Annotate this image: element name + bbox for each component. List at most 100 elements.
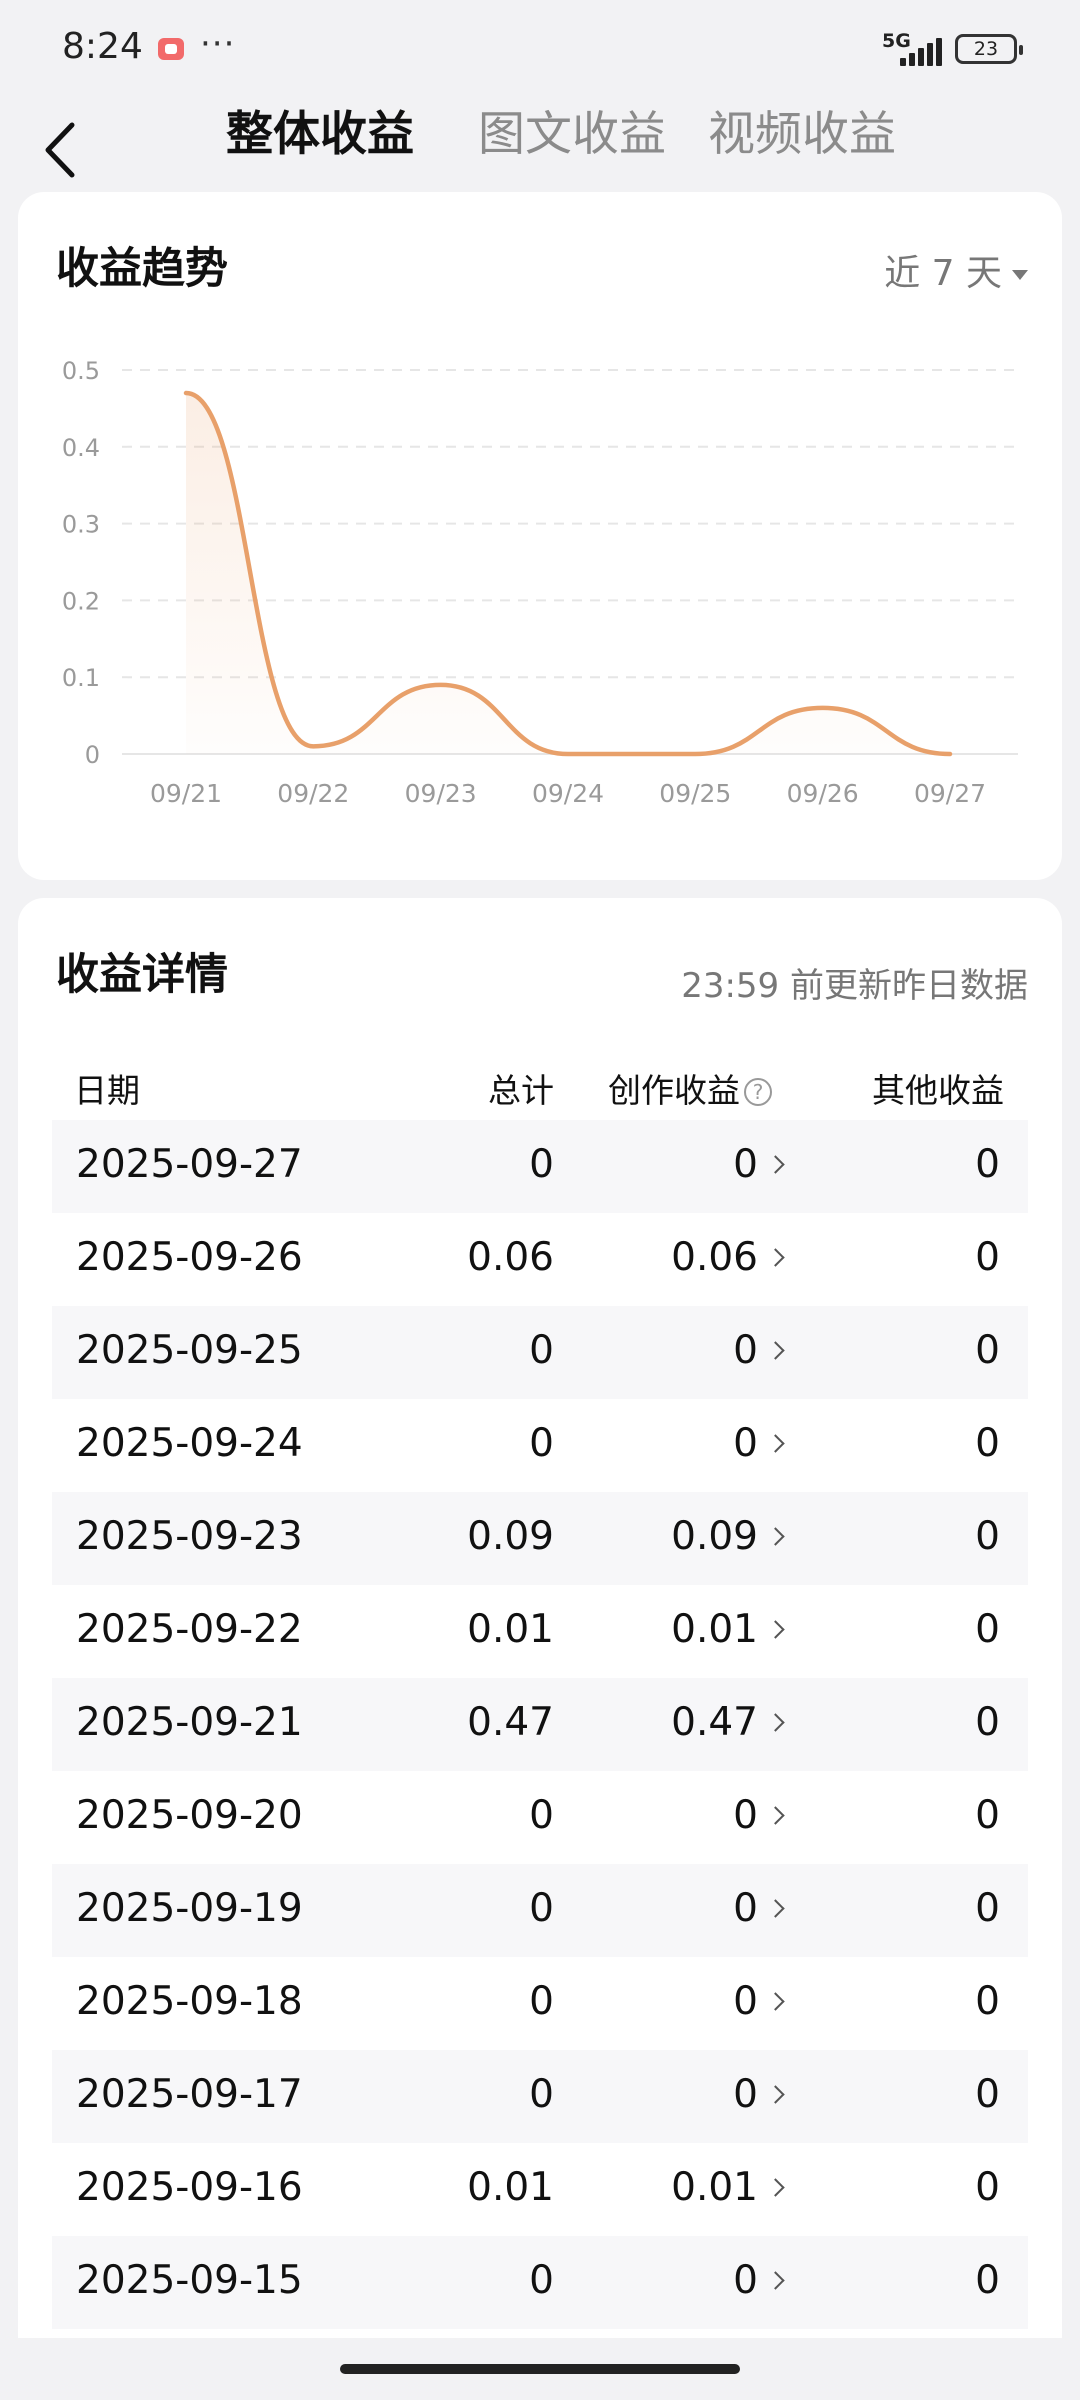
chevron-right-icon[interactable] bbox=[766, 1806, 785, 1825]
date-cell: 2025-09-22 bbox=[76, 1607, 303, 1652]
date-cell: 2025-09-26 bbox=[76, 1235, 303, 1280]
table-row[interactable]: 2025-09-22 0.01 0.01 0 bbox=[52, 1585, 1028, 1678]
total-cell: 0.01 bbox=[467, 1607, 554, 1652]
table-row[interactable]: 2025-09-15 0 0 0 bbox=[52, 2236, 1028, 2329]
chevron-right-icon[interactable] bbox=[766, 2085, 785, 2104]
column-creation-label: 创作收益 bbox=[608, 1071, 740, 1110]
date-cell: 2025-09-24 bbox=[76, 1421, 303, 1466]
creation-cell: 0 bbox=[733, 1142, 758, 1187]
table-row[interactable]: 2025-09-25 0 0 0 bbox=[52, 1306, 1028, 1399]
other-cell: 0 bbox=[975, 1142, 1000, 1187]
y-tick-label: 0.3 bbox=[62, 511, 100, 539]
table-row[interactable]: 2025-09-21 0.47 0.47 0 bbox=[52, 1678, 1028, 1771]
tab-overall-earnings[interactable]: 整体收益 bbox=[226, 107, 414, 162]
creation-cell: 0.06 bbox=[671, 1235, 758, 1280]
total-cell: 0.06 bbox=[467, 1235, 554, 1280]
period-selector[interactable]: 近 7 天 bbox=[884, 244, 1028, 296]
table-row[interactable]: 2025-09-16 0.01 0.01 0 bbox=[52, 2143, 1028, 2236]
column-creation: 创作收益? bbox=[608, 1064, 772, 1112]
x-tick-label: 09/27 bbox=[914, 779, 986, 808]
other-cell: 0 bbox=[975, 1607, 1000, 1652]
y-tick-label: 0 bbox=[85, 741, 100, 769]
total-cell: 0.01 bbox=[467, 2165, 554, 2210]
total-cell: 0.47 bbox=[467, 1700, 554, 1745]
table-row[interactable]: 2025-09-27 0 0 0 bbox=[52, 1120, 1028, 1213]
x-tick-label: 09/24 bbox=[532, 779, 604, 808]
total-cell: 0 bbox=[529, 1328, 554, 1373]
period-label: 近 7 天 bbox=[884, 253, 1002, 294]
chevron-right-icon[interactable] bbox=[766, 1155, 785, 1174]
notification-icon bbox=[158, 38, 184, 60]
date-cell: 2025-09-20 bbox=[76, 1793, 303, 1838]
x-tick-label: 09/25 bbox=[659, 779, 731, 808]
date-cell: 2025-09-17 bbox=[76, 2072, 303, 2117]
signal-icon bbox=[900, 36, 944, 66]
caret-down-icon bbox=[1012, 270, 1028, 280]
home-indicator[interactable] bbox=[340, 2364, 740, 2374]
earnings-trend-card: 收益趋势 近 7 天 0 0.1 0.2 0.3 0.4 0.5 09/21 09/22 09/… bbox=[18, 192, 1062, 880]
date-cell: 2025-09-27 bbox=[76, 1142, 303, 1187]
chevron-right-icon[interactable] bbox=[766, 1992, 785, 2011]
table-row[interactable]: 2025-09-26 0.06 0.06 0 bbox=[52, 1213, 1028, 1306]
y-tick-label: 0.5 bbox=[62, 357, 100, 385]
x-tick-label: 09/22 bbox=[277, 779, 349, 808]
y-tick-label: 0.1 bbox=[62, 664, 100, 692]
tab-video-earnings[interactable]: 视频收益 bbox=[708, 107, 896, 162]
back-button[interactable] bbox=[36, 115, 86, 185]
creation-cell: 0 bbox=[733, 1793, 758, 1838]
creation-cell: 0 bbox=[733, 1421, 758, 1466]
status-time: 8:24 bbox=[62, 26, 143, 67]
total-cell: 0 bbox=[529, 1142, 554, 1187]
creation-cell: 0 bbox=[733, 1886, 758, 1931]
help-icon[interactable]: ? bbox=[744, 1078, 772, 1106]
chevron-right-icon[interactable] bbox=[766, 1899, 785, 1918]
table-row[interactable]: 2025-09-23 0.09 0.09 0 bbox=[52, 1492, 1028, 1585]
other-cell: 0 bbox=[975, 2258, 1000, 2303]
chevron-right-icon[interactable] bbox=[766, 1341, 785, 1360]
more-notifications-icon: ··· bbox=[200, 24, 236, 64]
other-cell: 0 bbox=[975, 1514, 1000, 1559]
other-cell: 0 bbox=[975, 1328, 1000, 1373]
total-cell: 0 bbox=[529, 1421, 554, 1466]
date-cell: 2025-09-16 bbox=[76, 2165, 303, 2210]
other-cell: 0 bbox=[975, 1421, 1000, 1466]
creation-cell: 0 bbox=[733, 1328, 758, 1373]
table-row[interactable]: 2025-09-24 0 0 0 bbox=[52, 1399, 1028, 1492]
tab-article-earnings[interactable]: 图文收益 bbox=[478, 107, 666, 162]
chevron-right-icon[interactable] bbox=[766, 2178, 785, 2197]
other-cell: 0 bbox=[975, 1886, 1000, 1931]
creation-cell: 0.47 bbox=[671, 1700, 758, 1745]
chevron-right-icon[interactable] bbox=[766, 2271, 785, 2290]
total-cell: 0 bbox=[529, 1886, 554, 1931]
date-cell: 2025-09-19 bbox=[76, 1886, 303, 1931]
creation-cell: 0.01 bbox=[671, 2165, 758, 2210]
status-bar: 8:24 ··· 5G 23 bbox=[0, 0, 1080, 100]
x-tick-label: 09/23 bbox=[405, 779, 477, 808]
y-tick-label: 0.2 bbox=[62, 587, 100, 615]
column-other: 其他收益 bbox=[872, 1071, 1004, 1110]
table-header: 日期 总计 创作收益? 其他收益 bbox=[52, 1048, 1028, 1118]
other-cell: 0 bbox=[975, 1793, 1000, 1838]
chevron-right-icon[interactable] bbox=[766, 1434, 785, 1453]
other-cell: 0 bbox=[975, 1235, 1000, 1280]
date-cell: 2025-09-25 bbox=[76, 1328, 303, 1373]
update-note: 23:59 前更新昨日数据 bbox=[681, 966, 1028, 1006]
chevron-right-icon[interactable] bbox=[766, 1713, 785, 1732]
table-row[interactable]: 2025-09-19 0 0 0 bbox=[52, 1864, 1028, 1957]
earnings-detail-card: 收益详情 23:59 前更新昨日数据 日期 总计 创作收益? 其他收益 2025… bbox=[18, 898, 1062, 2338]
chevron-right-icon[interactable] bbox=[766, 1620, 785, 1639]
column-total: 总计 bbox=[488, 1071, 554, 1110]
chevron-right-icon[interactable] bbox=[766, 1248, 785, 1267]
date-cell: 2025-09-21 bbox=[76, 1700, 303, 1745]
creation-cell: 0 bbox=[733, 2072, 758, 2117]
table-row[interactable]: 2025-09-20 0 0 0 bbox=[52, 1771, 1028, 1864]
detail-title: 收益详情 bbox=[56, 950, 228, 1000]
creation-cell: 0.09 bbox=[671, 1514, 758, 1559]
other-cell: 0 bbox=[975, 1979, 1000, 2024]
chevron-right-icon[interactable] bbox=[766, 1527, 785, 1546]
table-row[interactable]: 2025-09-17 0 0 0 bbox=[52, 2050, 1028, 2143]
total-cell: 0.09 bbox=[467, 1514, 554, 1559]
table-row[interactable]: 2025-09-18 0 0 0 bbox=[52, 1957, 1028, 2050]
earnings-table: 2025-09-27 0 0 0 2025-09-26 0.06 0.06 0 2025-09-… bbox=[52, 1120, 1028, 2329]
series-area bbox=[186, 393, 950, 754]
